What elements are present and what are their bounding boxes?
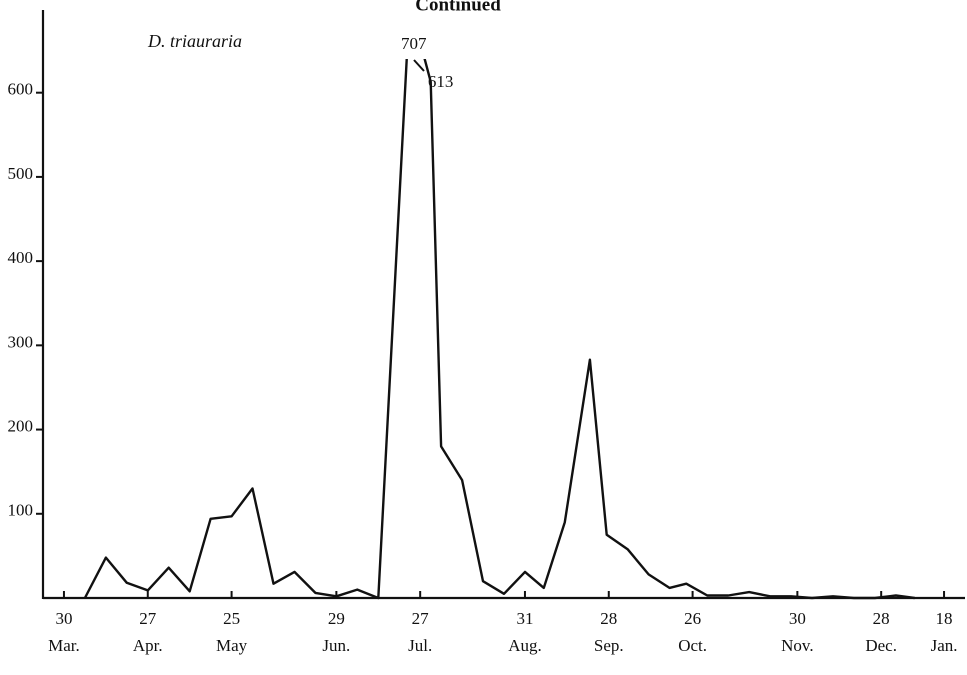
x-tick-label: 27 — [412, 609, 430, 628]
x-tick-label: 28 — [873, 609, 890, 628]
x-tick-label: 30 — [55, 609, 72, 628]
x-tick-label: 18 — [936, 609, 953, 628]
x-tick-month: May — [216, 636, 248, 655]
value-label: 707 — [401, 34, 427, 53]
x-tick-label: 30 — [789, 609, 806, 628]
y-tick-label: 100 — [8, 501, 34, 520]
y-tick-label: 400 — [8, 248, 34, 267]
value-label: 613 — [428, 72, 454, 91]
x-tick-month: Apr. — [133, 636, 163, 655]
label-leader — [413, 59, 425, 72]
x-tick-label: 28 — [600, 609, 617, 628]
x-tick-label: 25 — [223, 609, 240, 628]
chart-title: Continued — [415, 0, 501, 15]
x-tick-month: Dec. — [865, 636, 897, 655]
y-tick-label: 500 — [8, 164, 34, 183]
x-tick-month: Jan. — [931, 636, 958, 655]
annotation: D. triauraria — [147, 31, 242, 51]
x-tick-month: Sep. — [594, 636, 624, 655]
y-tick-label: 200 — [8, 416, 34, 435]
x-tick-month: Jul. — [408, 636, 432, 655]
x-tick-month: Nov. — [781, 636, 813, 655]
x-tick-label: 31 — [516, 609, 533, 628]
x-tick-month: Mar. — [48, 636, 80, 655]
x-tick-month: Jun. — [322, 636, 350, 655]
x-tick-label: 26 — [684, 609, 701, 628]
data-line — [83, 59, 915, 600]
x-tick-month: Aug. — [508, 636, 542, 655]
x-tick-month: Oct. — [678, 636, 707, 655]
x-tick-label: 27 — [139, 609, 157, 628]
y-tick-label: 300 — [8, 332, 34, 351]
x-tick-label: 29 — [328, 609, 345, 628]
y-tick-label: 600 — [8, 80, 34, 99]
